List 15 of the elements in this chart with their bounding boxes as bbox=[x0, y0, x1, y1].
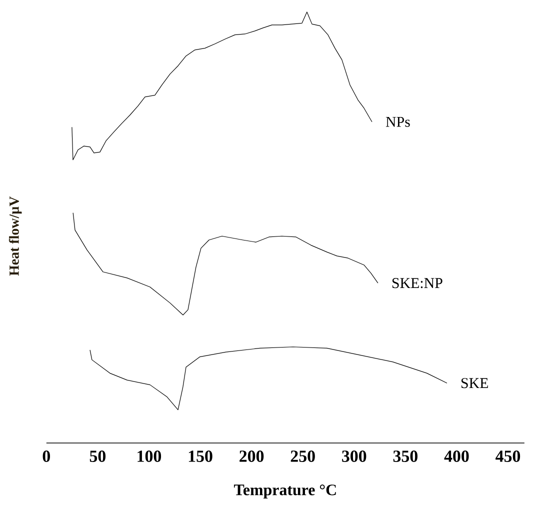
series-label: SKE bbox=[461, 378, 488, 388]
y-axis-title: Heat flow/µV bbox=[8, 196, 22, 276]
series-label: SKE:NP bbox=[392, 278, 442, 288]
x-tick-label: 50 bbox=[90, 450, 106, 462]
x-axis-title: Temprature °C bbox=[234, 484, 336, 499]
x-tick-label: 400 bbox=[444, 450, 469, 462]
x-tick-label: 100 bbox=[138, 450, 162, 462]
x-tick-label: 350 bbox=[393, 450, 418, 462]
x-tick-label: 0 bbox=[42, 450, 50, 462]
x-tick-label: 200 bbox=[240, 450, 264, 462]
x-tick-label: 150 bbox=[188, 450, 212, 462]
x-tick-label: 450 bbox=[496, 450, 520, 462]
x-tick-label: 250 bbox=[290, 450, 315, 462]
series-label: NPs bbox=[386, 116, 410, 127]
x-tick-label: 300 bbox=[342, 450, 366, 462]
